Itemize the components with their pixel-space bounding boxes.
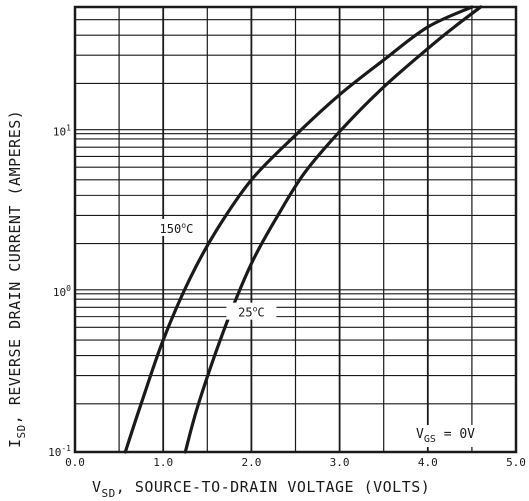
annotation-sub: GS (424, 434, 436, 445)
y-axis-label-rest: , REVERSE DRAIN CURRENT (AMPERES) (6, 110, 24, 425)
y-axis-label-sub: SD (15, 424, 28, 438)
annotation-rest: = 0V (436, 427, 475, 442)
series-line-1 (183, 5, 483, 454)
x-axis-label-main: V (92, 478, 102, 496)
series-label-0: 150oC (160, 221, 194, 236)
series-label-backdrop (226, 302, 277, 320)
series-labels: 150oC 25oC (151, 218, 277, 320)
grid (75, 7, 516, 452)
series-line-0 (123, 5, 474, 454)
annotation-main: V (416, 427, 424, 442)
x-tick-label: 3.0 (330, 456, 350, 469)
x-tick-label: 1.0 (153, 456, 173, 469)
x-tick-label: 2.0 (241, 456, 261, 469)
tick-labels: 0.0 1.0 2.0 3.0 4.0 5.0 10-1 100 101 (48, 124, 526, 469)
x-tick-label: 5.0 (506, 456, 526, 469)
vgs-annotation: VGS = 0V (416, 427, 475, 445)
annotation-backdrop (412, 425, 480, 447)
y-axis-label-main: I (6, 438, 24, 448)
x-axis-label-rest: , SOURCE-TO-DRAIN VOLTAGE (VOLTS) (116, 478, 431, 496)
y-axis-label: ISD, REVERSE DRAIN CURRENT (AMPERES) (6, 110, 28, 448)
y-tick-label: 100 (53, 284, 71, 299)
series-layer (123, 5, 483, 454)
x-tick-label: 0.0 (65, 456, 85, 469)
y-tick-label: 10-1 (48, 444, 71, 459)
plot-frame (73, 5, 518, 454)
y-tick-label: 101 (53, 124, 71, 139)
x-tick-label: 4.0 (418, 456, 438, 469)
x-axis-label-sub: SD (102, 487, 116, 500)
series-label-backdrop (151, 218, 202, 236)
series-label-1: 25oC (238, 305, 265, 320)
x-axis-label: VSD, SOURCE-TO-DRAIN VOLTAGE (VOLTS) (92, 478, 430, 500)
